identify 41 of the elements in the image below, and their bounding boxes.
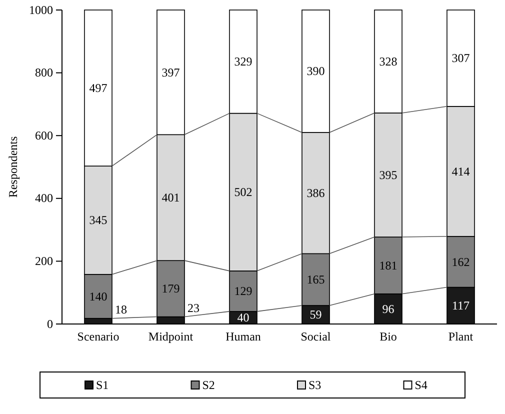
y-tick-label: 600 <box>35 128 53 142</box>
data-label: 345 <box>89 213 108 228</box>
data-label: 59 <box>310 308 322 322</box>
x-tick-label: Plant <box>448 330 474 344</box>
legend-label: S3 <box>308 378 322 392</box>
legend-label: S1 <box>96 378 109 392</box>
data-label: 96 <box>382 302 394 316</box>
legend-label: S4 <box>414 378 428 392</box>
data-label: 502 <box>234 185 252 200</box>
data-label: 23 <box>188 300 200 315</box>
data-label: 179 <box>162 282 180 296</box>
data-label: 390 <box>306 64 325 78</box>
data-label: 497 <box>89 81 108 96</box>
data-label: 129 <box>234 284 252 298</box>
data-label: 329 <box>234 54 252 69</box>
legend-label: S2 <box>202 378 215 392</box>
x-tick-label: Bio <box>380 330 397 344</box>
y-tick-label: 0 <box>47 316 53 331</box>
y-axis-title: Respondents <box>6 136 20 198</box>
data-label: 40 <box>237 310 250 325</box>
data-label: 165 <box>306 272 325 287</box>
y-tick-label: 200 <box>35 254 53 268</box>
x-tick-label: Human <box>226 330 261 344</box>
y-tick-label: 400 <box>35 191 53 206</box>
y-tick-label: 1000 <box>29 2 53 17</box>
data-label: 162 <box>452 254 470 269</box>
data-label: 18 <box>115 302 128 316</box>
data-label: 307 <box>452 51 470 66</box>
data-label: 395 <box>379 168 398 182</box>
data-label: 181 <box>379 258 398 272</box>
data-label: 386 <box>306 186 325 200</box>
data-label: 414 <box>452 164 470 178</box>
x-tick-label: Midpoint <box>148 330 194 344</box>
data-label: 397 <box>162 65 180 80</box>
data-label: 140 <box>89 289 108 304</box>
data-label: 117 <box>452 298 470 313</box>
x-tick-label: Scenario <box>77 330 120 344</box>
y-tick-label: 800 <box>35 66 53 80</box>
data-label: 401 <box>162 190 180 205</box>
data-label: 328 <box>379 54 398 68</box>
x-tick-label: Social <box>300 330 332 344</box>
